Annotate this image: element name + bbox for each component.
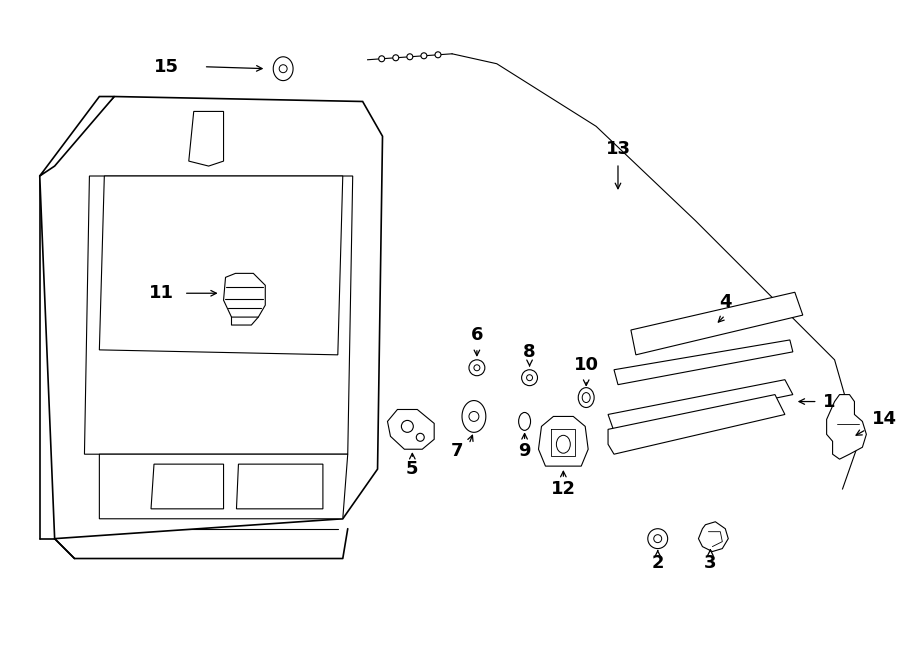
Polygon shape <box>614 340 793 385</box>
Polygon shape <box>85 176 353 454</box>
Polygon shape <box>538 416 589 466</box>
Polygon shape <box>189 112 223 166</box>
Text: 8: 8 <box>523 343 536 361</box>
Circle shape <box>474 365 480 371</box>
Text: 5: 5 <box>406 460 419 478</box>
Ellipse shape <box>578 387 594 407</box>
Circle shape <box>526 375 533 381</box>
Ellipse shape <box>518 412 531 430</box>
Text: 11: 11 <box>148 284 174 302</box>
Polygon shape <box>462 401 486 432</box>
Circle shape <box>469 412 479 422</box>
Text: 3: 3 <box>704 555 716 572</box>
Circle shape <box>392 55 399 61</box>
Circle shape <box>279 65 287 73</box>
Text: 4: 4 <box>719 293 732 311</box>
Circle shape <box>421 53 427 59</box>
Circle shape <box>522 369 537 385</box>
Polygon shape <box>99 176 343 355</box>
Polygon shape <box>388 409 434 449</box>
Polygon shape <box>698 522 728 551</box>
Ellipse shape <box>582 393 590 403</box>
Polygon shape <box>274 57 293 81</box>
Text: 14: 14 <box>872 410 897 428</box>
Text: 2: 2 <box>652 555 664 572</box>
Text: 7: 7 <box>451 442 464 460</box>
Polygon shape <box>40 97 114 176</box>
Polygon shape <box>223 274 266 317</box>
Text: 10: 10 <box>573 356 598 373</box>
Polygon shape <box>631 292 803 355</box>
Circle shape <box>407 54 413 59</box>
Circle shape <box>401 420 413 432</box>
Circle shape <box>417 434 424 442</box>
Text: 6: 6 <box>471 326 483 344</box>
Text: 13: 13 <box>606 140 631 158</box>
Circle shape <box>648 529 668 549</box>
Polygon shape <box>99 454 347 519</box>
Text: 15: 15 <box>154 58 179 76</box>
Polygon shape <box>237 464 323 509</box>
Text: 1: 1 <box>823 393 835 410</box>
Polygon shape <box>826 395 867 459</box>
Circle shape <box>469 360 485 375</box>
Polygon shape <box>40 97 382 539</box>
Text: 12: 12 <box>551 480 576 498</box>
Circle shape <box>653 535 662 543</box>
Ellipse shape <box>556 436 571 453</box>
Polygon shape <box>608 379 793 432</box>
Text: 9: 9 <box>518 442 531 460</box>
Circle shape <box>379 56 384 61</box>
Circle shape <box>435 52 441 58</box>
Polygon shape <box>151 464 223 509</box>
Polygon shape <box>608 395 785 454</box>
